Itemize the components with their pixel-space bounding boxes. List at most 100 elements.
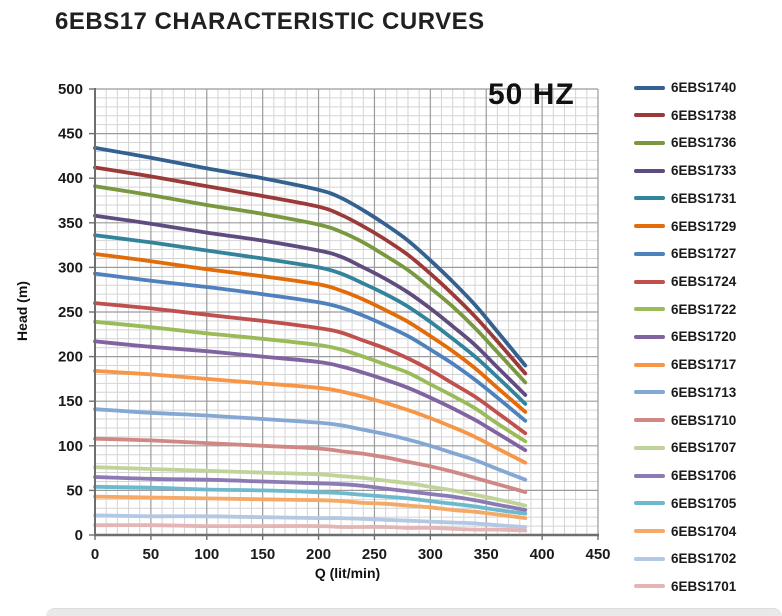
y-tick-label: 100 — [58, 438, 83, 455]
series-line-6EBS1720 — [93, 339, 528, 453]
legend-line-swatch — [634, 418, 665, 423]
x-tick-label: 400 — [530, 546, 555, 563]
legend-item-6EBS1705: 6EBS1705 — [634, 496, 782, 511]
legend-label: 6EBS1729 — [671, 218, 737, 234]
legend-label: 6EBS1736 — [671, 135, 737, 151]
series-line-6EBS1731 — [93, 233, 528, 406]
chart-title: 6EBS17 CHARACTERISTIC CURVES — [55, 8, 485, 35]
x-tick-label: 50 — [143, 546, 160, 563]
legend-line-swatch — [634, 251, 665, 256]
y-tick-label: 200 — [58, 349, 83, 366]
legend-line-swatch — [634, 501, 665, 506]
legend-line-swatch — [634, 140, 665, 145]
legend-label: 6EBS1707 — [671, 440, 737, 456]
y-tick-label: 50 — [66, 482, 83, 499]
legend-label: 6EBS1738 — [671, 107, 737, 123]
series-line-6EBS1738 — [93, 165, 528, 376]
y-tick-label: 250 — [58, 304, 83, 321]
x-tick-label: 300 — [418, 546, 443, 563]
legend-item-6EBS1738: 6EBS1738 — [634, 108, 782, 123]
legend-label: 6EBS1702 — [671, 551, 737, 567]
legend-label: 6EBS1710 — [671, 412, 737, 428]
y-tick-label: 0 — [75, 527, 83, 544]
series-line-6EBS1706 — [93, 475, 528, 512]
legend-label: 6EBS1717 — [671, 357, 737, 373]
series-line-6EBS1704 — [93, 494, 528, 520]
x-tick-label: 0 — [91, 546, 99, 563]
legend-item-6EBS1706: 6EBS1706 — [634, 468, 782, 483]
legend-line-swatch — [634, 279, 665, 284]
legend-item-6EBS1710: 6EBS1710 — [634, 413, 782, 428]
legend-line-swatch — [634, 196, 665, 201]
legend-item-6EBS1731: 6EBS1731 — [634, 191, 782, 206]
x-tick-label: 200 — [306, 546, 331, 563]
series-line-6EBS1722 — [93, 319, 528, 444]
legend-line-swatch — [634, 224, 665, 229]
x-tick-label: 350 — [474, 546, 499, 563]
series-line-6EBS1707 — [93, 465, 528, 508]
legend-item-6EBS1702: 6EBS1702 — [634, 551, 782, 566]
y-tick-label: 300 — [58, 259, 83, 276]
legend-label: 6EBS1701 — [671, 578, 737, 594]
y-tick-label: 500 — [58, 81, 83, 98]
legend-line-swatch — [634, 362, 665, 367]
bottom-panel-edge — [46, 608, 782, 616]
x-tick-label: 150 — [250, 546, 275, 563]
y-axis-title: Head (m) — [14, 281, 30, 341]
y-tick-label: 450 — [58, 126, 83, 143]
legend-item-6EBS1740: 6EBS1740 — [634, 80, 782, 95]
legend-label: 6EBS1724 — [671, 274, 737, 290]
legend-label: 6EBS1713 — [671, 384, 737, 400]
legend-label: 6EBS1706 — [671, 468, 737, 484]
legend-label: 6EBS1740 — [671, 80, 737, 95]
series-line-6EBS1724 — [93, 301, 528, 436]
legend-line-swatch — [634, 307, 665, 312]
legend-label: 6EBS1722 — [671, 301, 737, 317]
frequency-annotation: 50 HZ — [488, 78, 575, 111]
legend-item-6EBS1729: 6EBS1729 — [634, 219, 782, 234]
legend: 6EBS1740 6EBS1738 6EBS1736 6EBS1733 6EBS1731… — [634, 80, 782, 594]
legend-label: 6EBS1727 — [671, 246, 737, 262]
series-line-6EBS1710 — [93, 436, 528, 495]
legend-item-6EBS1733: 6EBS1733 — [634, 163, 782, 178]
legend-item-6EBS1722: 6EBS1722 — [634, 302, 782, 317]
legend-item-6EBS1727: 6EBS1727 — [634, 246, 782, 261]
series-line-6EBS1713 — [93, 407, 528, 482]
legend-line-swatch — [634, 556, 665, 561]
legend-line-swatch — [634, 113, 665, 118]
series-line-6EBS1733 — [93, 213, 528, 397]
series-line-6EBS1702 — [93, 513, 528, 529]
series-line-6EBS1701 — [93, 523, 528, 533]
series-line-6EBS1727 — [93, 271, 528, 423]
x-tick-label: 100 — [194, 546, 219, 563]
legend-item-6EBS1717: 6EBS1717 — [634, 357, 782, 372]
legend-line-swatch — [634, 168, 665, 173]
x-axis-title: Q (lit/min) — [314, 565, 381, 581]
x-tick-label: 450 — [585, 546, 610, 563]
legend-label: 6EBS1731 — [671, 190, 737, 206]
legend-line-swatch — [634, 445, 665, 450]
x-tick-label: 250 — [362, 546, 387, 563]
legend-item-6EBS1704: 6EBS1704 — [634, 524, 782, 539]
legend-item-6EBS1701: 6EBS1701 — [634, 579, 782, 594]
legend-item-6EBS1707: 6EBS1707 — [634, 440, 782, 455]
legend-line-swatch — [634, 85, 665, 90]
legend-line-swatch — [634, 390, 665, 395]
legend-label: 6EBS1705 — [671, 495, 737, 511]
legend-label: 6EBS1733 — [671, 163, 737, 179]
legend-item-6EBS1720: 6EBS1720 — [634, 329, 782, 344]
legend-item-6EBS1713: 6EBS1713 — [634, 385, 782, 400]
legend-label: 6EBS1704 — [671, 523, 737, 539]
legend-line-swatch — [634, 473, 665, 478]
series-line-6EBS1729 — [93, 252, 528, 414]
series-line-6EBS1705 — [93, 484, 528, 516]
y-tick-label: 350 — [58, 215, 83, 232]
series-line-6EBS1717 — [93, 369, 528, 465]
legend-item-6EBS1736: 6EBS1736 — [634, 135, 782, 150]
legend-line-swatch — [634, 584, 665, 589]
y-tick-label: 150 — [58, 393, 83, 410]
legend-item-6EBS1724: 6EBS1724 — [634, 274, 782, 289]
series-line-6EBS1736 — [93, 184, 528, 385]
